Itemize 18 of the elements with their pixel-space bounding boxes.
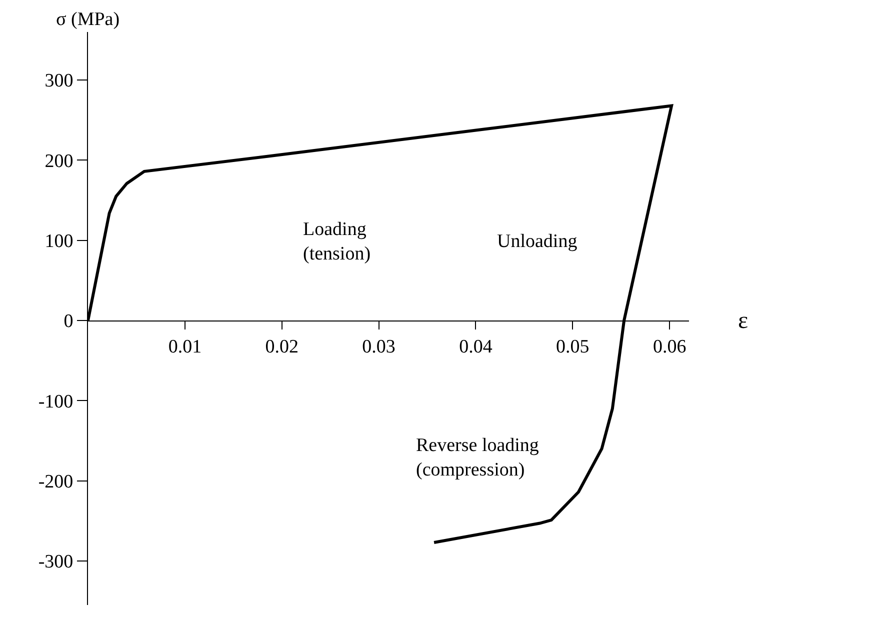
y-tick-label: -200 (38, 471, 74, 492)
x-axis-title: ε (738, 308, 748, 334)
annotation: Unloading (497, 231, 578, 252)
x-tick-label: 0.01 (168, 336, 202, 358)
y-tick-label: -300 (38, 552, 74, 573)
y-tick-label: 100 (44, 231, 74, 252)
x-tick-label: 0.05 (556, 336, 590, 358)
y-axis-title: σ (MPa) (56, 9, 120, 30)
y-tick-label: 200 (44, 150, 74, 172)
x-tick-label: 0.03 (362, 336, 396, 358)
y-tick-label: 0 (64, 311, 74, 332)
x-tick-label: 0.02 (265, 336, 298, 358)
x-tick-label: 0.06 (652, 336, 686, 358)
annotation: Reverse loading (compression) (416, 435, 540, 481)
y-tick-label: 300 (44, 70, 74, 92)
x-tick-label: 0.04 (459, 336, 493, 358)
annotation: Loading (tension) (303, 219, 371, 265)
y-tick-label: -100 (38, 391, 74, 412)
